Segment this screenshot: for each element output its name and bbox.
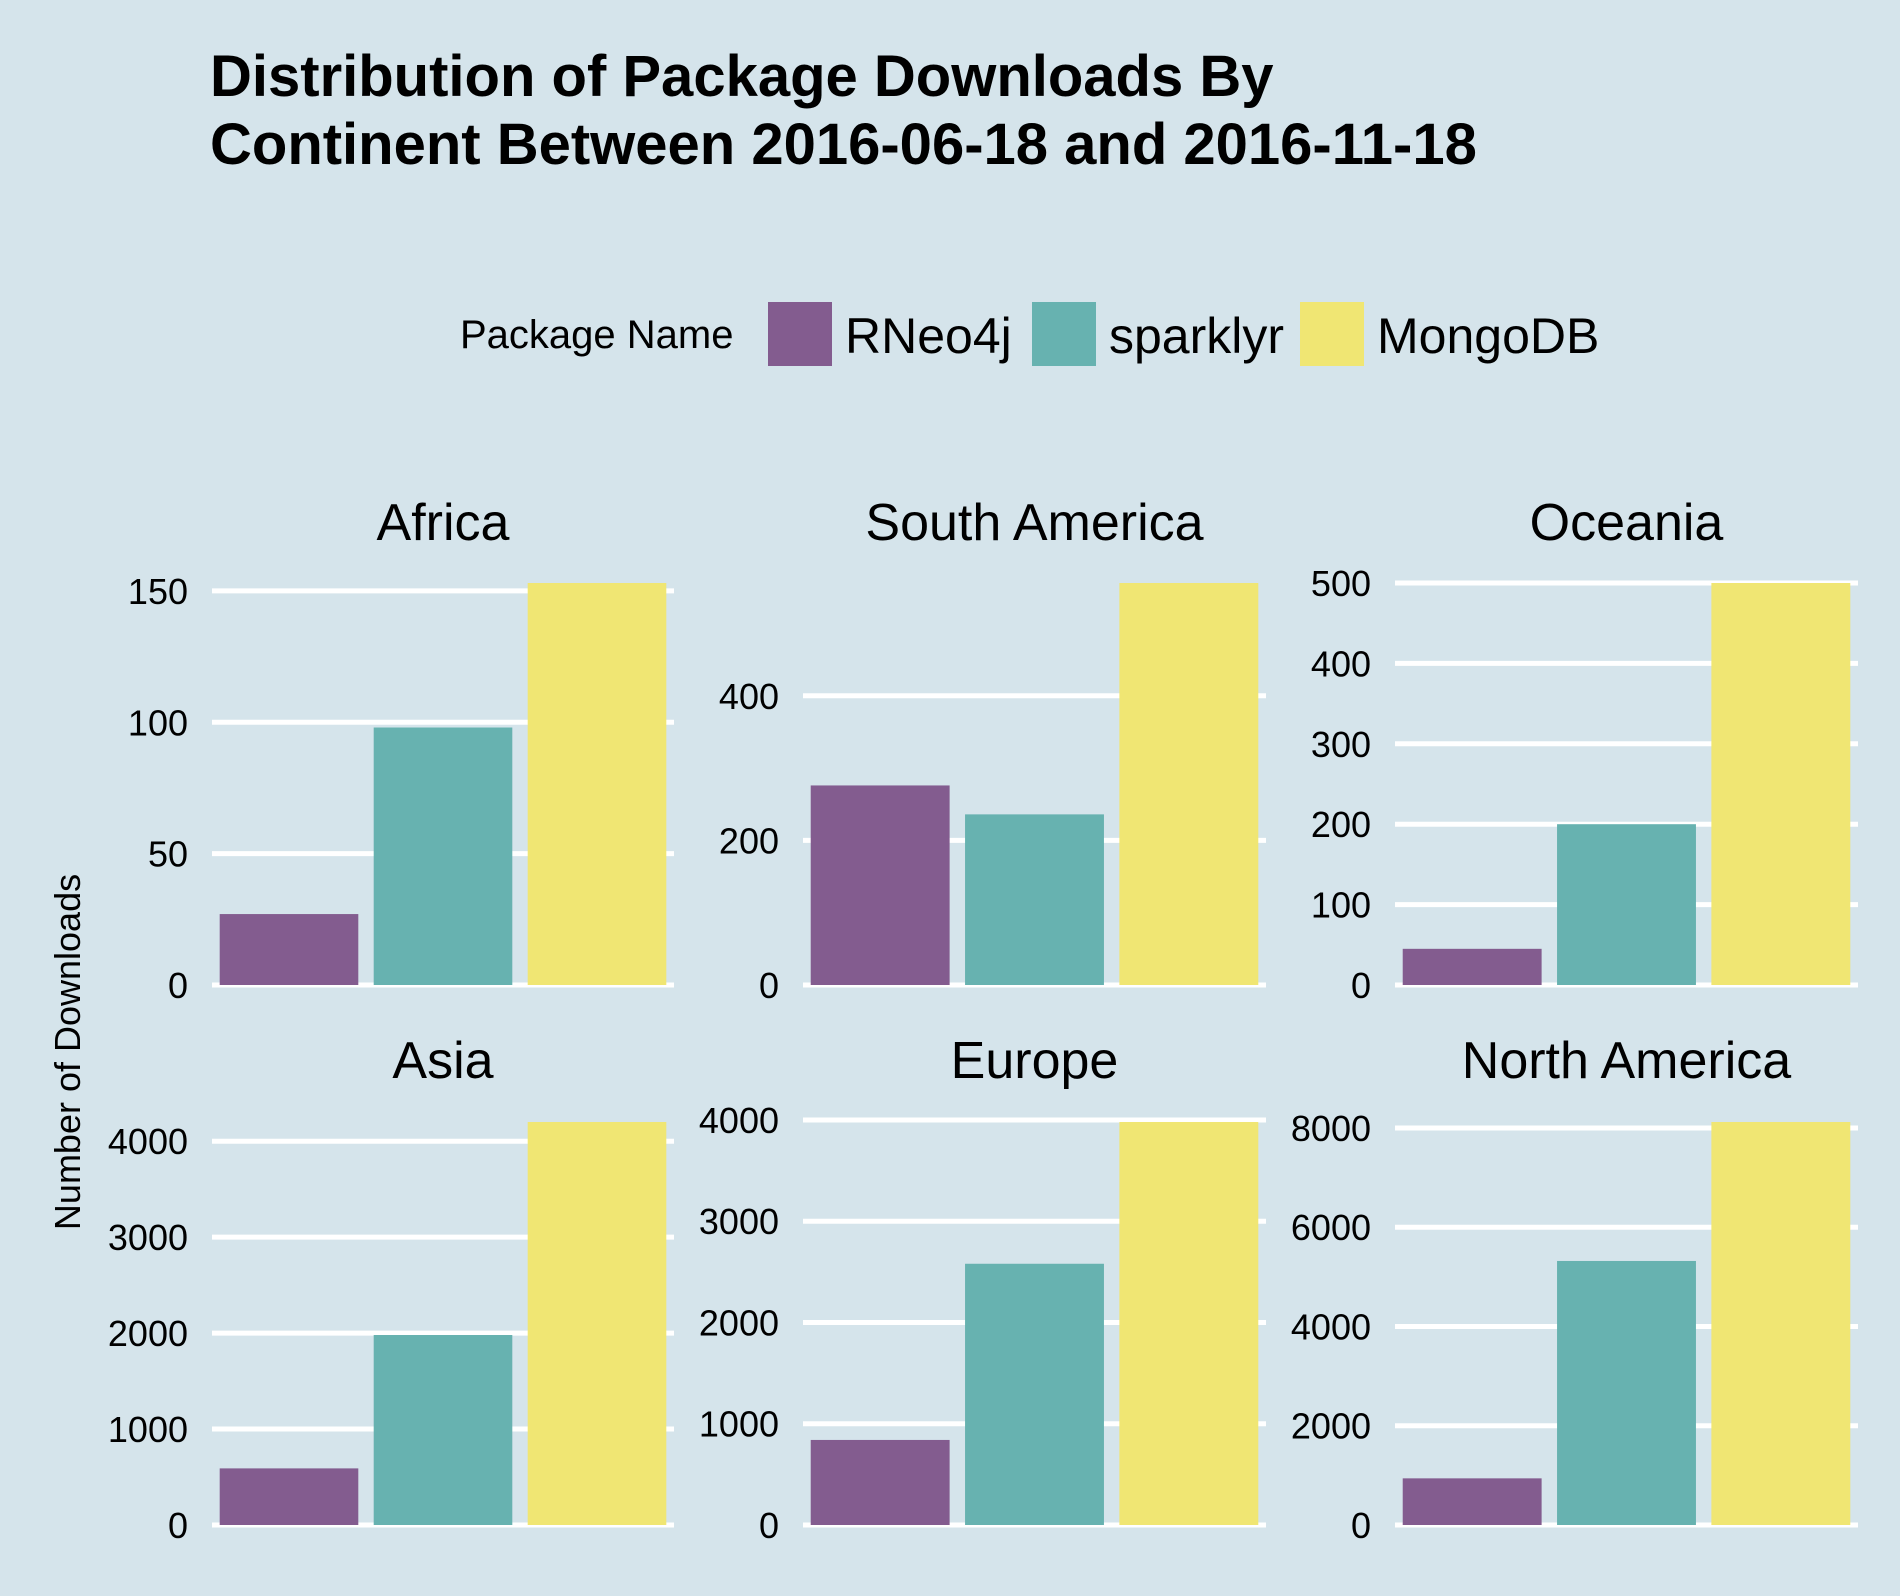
bar-europe-sparklyr: [965, 1263, 1104, 1525]
legend: Package Name RNeo4j sparklyr MongoDB: [460, 302, 1599, 366]
y-tick-label: 2000: [108, 1313, 188, 1354]
y-tick-label: 0: [759, 965, 779, 1006]
bar-asia-sparklyr: [373, 1335, 513, 1525]
bar-africa-rneo4j: [219, 914, 359, 985]
y-tick-label: 4000: [1291, 1306, 1371, 1347]
bar-asia-rneo4j: [219, 1468, 359, 1525]
bar-south-america-rneo4j: [810, 785, 950, 985]
y-tick-label: 1000: [699, 1404, 779, 1445]
bar-africa-sparklyr: [373, 727, 513, 985]
panel-asia: Asia 0 1000 2000 3000 4000: [108, 1032, 674, 1546]
y-tick-label: 8000: [1291, 1108, 1371, 1149]
panel-title-africa: Africa: [377, 494, 510, 552]
panel-title-oceania: Oceania: [1530, 494, 1724, 552]
bar-africa-mongodb: [527, 583, 667, 985]
panel-oceania: Oceania 0 100 200 300 400 500: [1311, 494, 1858, 1006]
y-tick-label: 3000: [108, 1217, 188, 1258]
y-axis-label: Number of Downloads: [47, 874, 88, 1230]
bar-asia-mongodb: [527, 1122, 667, 1525]
bar-south-america-mongodb: [1119, 583, 1259, 985]
legend-title: Package Name: [460, 313, 733, 357]
bar-oceania-mongodb: [1711, 583, 1851, 985]
bar-oceania-sparklyr: [1557, 824, 1696, 985]
panel-title-europe: Europe: [951, 1032, 1119, 1090]
bar-europe-rneo4j: [810, 1439, 950, 1525]
y-tick-label: 0: [168, 1505, 188, 1546]
legend-label-mongodb: MongoDB: [1377, 308, 1599, 364]
y-tick-label: 0: [168, 965, 188, 1006]
bar-europe-mongodb: [1119, 1122, 1259, 1525]
legend-label-sparklyr: sparklyr: [1109, 308, 1284, 364]
y-tick-label: 100: [1311, 885, 1371, 926]
y-tick-label: 2000: [1291, 1406, 1371, 1447]
chart-title-line-1: Distribution of Package Downloads By: [210, 44, 1273, 109]
y-tick-label: 500: [1311, 563, 1371, 604]
y-tick-label: 400: [1311, 643, 1371, 684]
panel-title-asia: Asia: [392, 1032, 493, 1090]
y-tick-label: 50: [148, 834, 188, 875]
legend-label-rneo4j: RNeo4j: [845, 308, 1012, 364]
panel-north-america: North America 0 2000 4000 6000 8000: [1291, 1032, 1858, 1546]
y-tick-label: 400: [719, 676, 779, 717]
y-tick-label: 6000: [1291, 1207, 1371, 1248]
bar-oceania-rneo4j: [1402, 948, 1542, 985]
y-tick-label: 1000: [108, 1409, 188, 1450]
panel-europe: Europe 0 1000 2000 3000 4000: [699, 1032, 1266, 1546]
y-tick-label: 3000: [699, 1201, 779, 1242]
legend-key-rneo4j: [768, 302, 832, 366]
bar-north-america-mongodb: [1711, 1122, 1851, 1525]
y-tick-label: 0: [1351, 965, 1371, 1006]
panel-africa: Africa 0 50 100 150: [128, 494, 674, 1006]
panel-title-north-america: North America: [1462, 1032, 1792, 1090]
y-tick-label: 200: [719, 820, 779, 861]
legend-key-mongodb: [1300, 302, 1364, 366]
y-tick-label: 300: [1311, 724, 1371, 765]
y-tick-label: 100: [128, 702, 188, 743]
chart-title-line-2: Continent Between 2016-06-18 and 2016-11…: [210, 112, 1477, 177]
y-tick-label: 150: [128, 571, 188, 612]
y-tick-label: 2000: [699, 1302, 779, 1343]
bar-south-america-sparklyr: [965, 814, 1104, 985]
panel-south-america: South America 0 200 400: [719, 494, 1266, 1006]
bar-north-america-rneo4j: [1402, 1478, 1542, 1525]
y-tick-label: 4000: [108, 1121, 188, 1162]
panel-title-south-america: South America: [865, 494, 1203, 552]
y-tick-label: 0: [1351, 1505, 1371, 1546]
y-tick-label: 0: [759, 1505, 779, 1546]
legend-key-sparklyr: [1032, 302, 1096, 366]
y-tick-label: 200: [1311, 804, 1371, 845]
y-tick-label: 4000: [699, 1100, 779, 1141]
bar-north-america-sparklyr: [1557, 1260, 1696, 1525]
